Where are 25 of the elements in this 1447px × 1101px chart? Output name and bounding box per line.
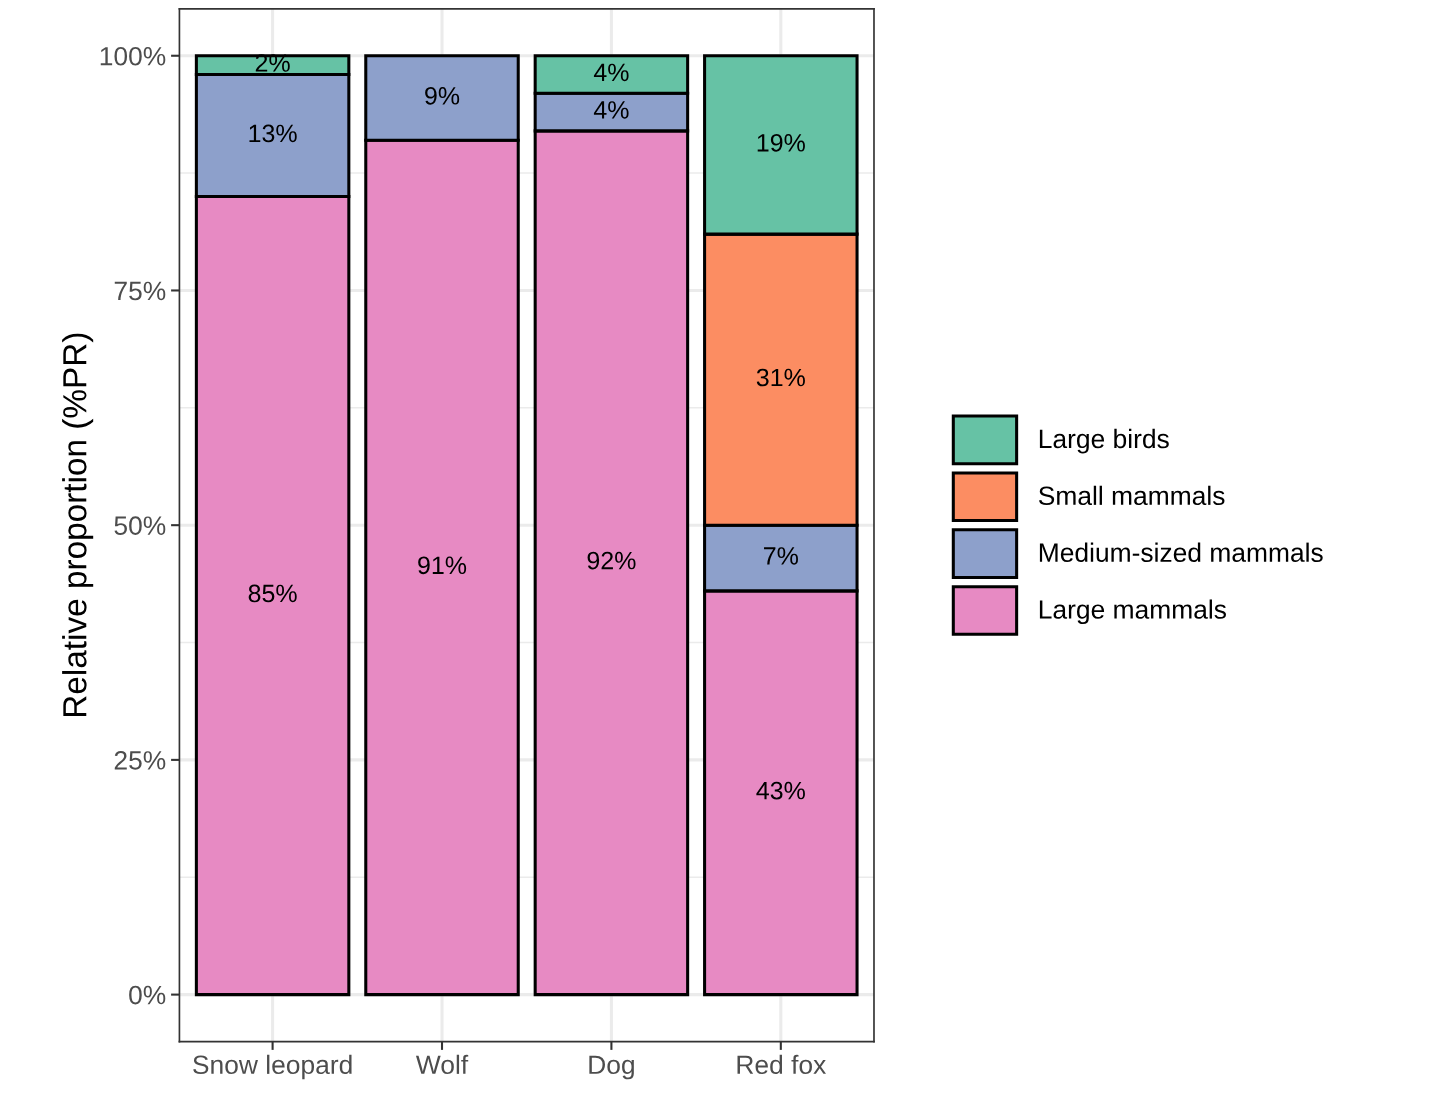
data-label: 19%: [757, 133, 805, 152]
data-label: 7%: [764, 547, 798, 565]
x-tick-label: Red fox: [737, 1054, 827, 1075]
x-tick-label: Snow leopard: [193, 1054, 352, 1080]
x-tick-label: Wolf: [415, 1054, 469, 1075]
y-tick-label: 50%: [114, 516, 166, 535]
x-tick-label: Dog: [589, 1055, 634, 1080]
data-label: 9%: [425, 87, 460, 105]
y-tick-label: 25%: [114, 751, 166, 770]
data-label: 31%: [756, 368, 805, 387]
data-label: 43%: [756, 781, 805, 800]
data-label: 4%: [593, 63, 629, 82]
data-label: 85%: [248, 584, 297, 603]
y-tick-label: 75%: [114, 281, 166, 301]
legend-label: Medium-sized mammals: [1039, 542, 1323, 562]
y-axis-title: Relative proportion (%PR): [62, 333, 94, 717]
data-label: 13%: [249, 124, 297, 143]
y-tick-label: 100%: [100, 46, 166, 66]
data-label: 91%: [418, 556, 467, 575]
legend-label: Large birds: [1039, 428, 1169, 454]
data-label: 92%: [587, 551, 636, 570]
data-label: 4%: [593, 101, 629, 119]
y-tick-label: 0%: [129, 985, 166, 1005]
legend-label: Small mammals: [1038, 485, 1225, 506]
legend-label: Large mammals: [1039, 599, 1226, 625]
